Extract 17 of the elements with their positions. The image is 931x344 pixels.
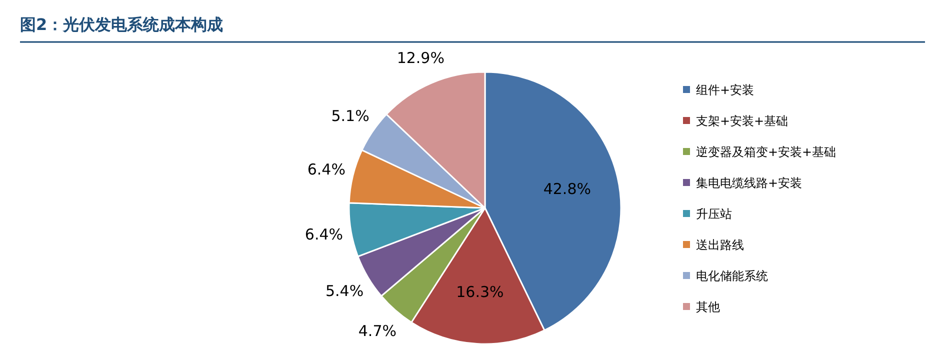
legend-label: 其他: [696, 300, 720, 314]
text: 图2：光伏发电系统成本构成: [20, 15, 224, 34]
data-label: 16.3%: [456, 283, 504, 302]
legend-label: 升压站: [696, 207, 732, 221]
data-label: 6.4%: [304, 226, 344, 244]
data-label: 12.9%: [396, 49, 444, 68]
data-label: 5.4%: [325, 282, 364, 300]
legend-label: 支架+安装+基础: [696, 114, 788, 128]
data-label: 42.8%: [543, 180, 591, 198]
data-label: 6.4%: [307, 160, 346, 178]
legend-label: 电化储能系统: [696, 269, 768, 283]
data-label: 5.1%: [331, 106, 370, 125]
legend-label: 送出路线: [696, 238, 744, 252]
legend-label: 逆变器及箱变+安装+基础: [696, 145, 836, 159]
legend-label: 组件+安装: [696, 83, 754, 97]
data-label: 4.7%: [358, 322, 397, 340]
legend-label: 集电电缆线路+安装: [696, 176, 802, 190]
